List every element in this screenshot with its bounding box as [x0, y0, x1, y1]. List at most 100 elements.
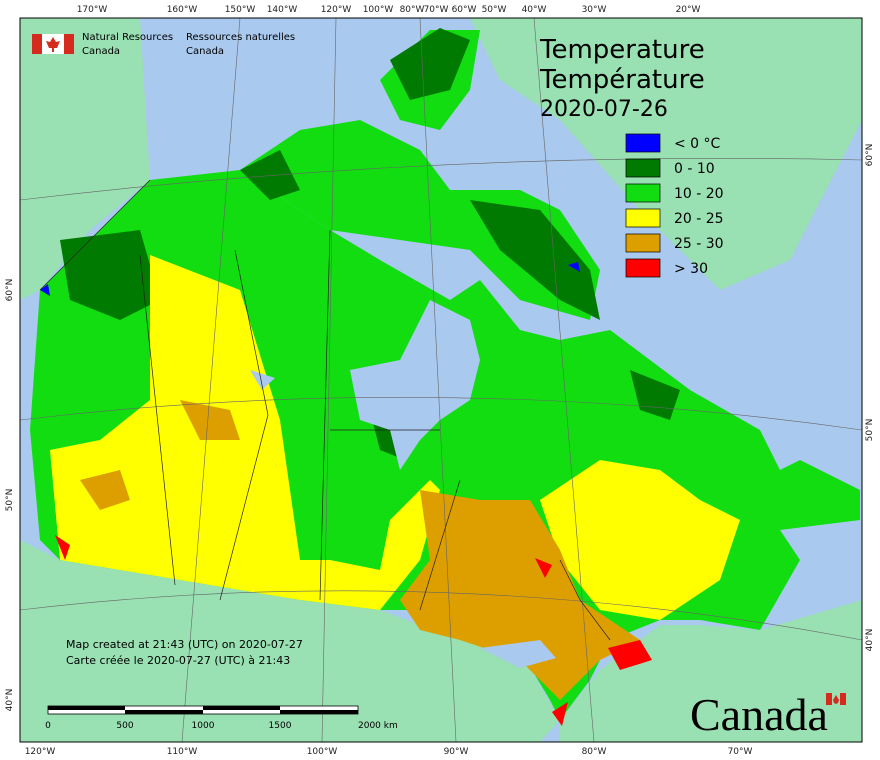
flag-bar: [32, 34, 42, 54]
lon-label: 150°W: [225, 5, 256, 15]
wordmark-text: Canada: [690, 689, 828, 740]
legend-swatch: [625, 158, 661, 178]
flag-bar: [64, 34, 74, 54]
warm-east: [540, 460, 740, 620]
temperature-regions: [30, 28, 860, 726]
scale-label: 1500: [269, 721, 292, 731]
legend-label: 10 - 20: [674, 186, 724, 202]
lon-label: 100°W: [363, 5, 394, 15]
freezing-yukon: [40, 284, 50, 296]
legend: < 0 °C 0 - 10 10 - 20 20 - 25 25 - 30 > 30: [625, 133, 724, 278]
lon-label: 120°W: [321, 5, 352, 15]
lat-label: 40°N: [865, 629, 875, 652]
lon-label: 110°W: [167, 747, 198, 757]
lon-label: 120°W: [25, 747, 56, 757]
org-fr: Canada: [186, 46, 224, 57]
graticule: [19, 17, 863, 743]
legend-label: > 30: [674, 261, 708, 277]
legend-swatch: [625, 233, 661, 253]
scale-seg: [203, 706, 280, 710]
cold-yukon: [60, 230, 160, 320]
lon-label: 50°W: [482, 5, 507, 15]
maple-leaf: [46, 37, 60, 52]
meridian: [181, 17, 241, 743]
lat-label: 60°N: [5, 279, 15, 302]
very-hot-spot: [535, 558, 552, 578]
legend-swatch: [625, 258, 661, 278]
lon-label: 80°W: [582, 747, 607, 757]
cold-island: [240, 150, 300, 200]
scale-seg: [125, 710, 203, 714]
scale-label: 2000 km: [358, 721, 398, 731]
lon-label: 160°W: [167, 5, 198, 15]
lon-label: 70°W: [424, 5, 449, 15]
lon-label: 90°W: [444, 747, 469, 757]
lon-label: 80°W: [400, 5, 425, 15]
alaska: [20, 18, 150, 300]
title-fr: Température: [539, 65, 705, 95]
lat-label: 50°N: [5, 489, 15, 512]
wm-leaf: [833, 695, 839, 704]
scale-bar: 0 500 1000 1500 2000 km: [45, 705, 398, 731]
legend-label: 0 - 10: [674, 161, 715, 177]
legend-swatch: [625, 208, 661, 228]
legend-label: < 0 °C: [674, 136, 721, 152]
hot-ontario: [400, 490, 640, 700]
legend-label: 20 - 25: [674, 211, 724, 227]
water: [250, 300, 556, 668]
scale-seg: [280, 710, 358, 714]
lon-label: 30°W: [582, 5, 607, 15]
hudson-bay: [350, 300, 480, 470]
other-land: [20, 18, 862, 742]
freezing-baffin: [568, 262, 580, 272]
header-logo: Natural Resources Canada Ressources natu…: [32, 32, 295, 57]
greenland: [470, 18, 862, 290]
title-en: Temperature: [539, 35, 705, 65]
legend-swatch: [625, 183, 661, 203]
legend-label: 25 - 30: [674, 236, 724, 252]
lon-label: 100°W: [307, 747, 338, 757]
scale-seg: [48, 706, 125, 710]
meridian: [419, 17, 457, 743]
meridian: [321, 17, 337, 743]
warm-west: [50, 255, 440, 610]
great-lake: [480, 640, 556, 668]
lon-label: 40°W: [522, 5, 547, 15]
org-fr: Ressources naturelles: [186, 32, 295, 43]
very-hot-bc: [55, 535, 70, 560]
meridian: [533, 17, 595, 743]
scale-label: 1000: [192, 721, 215, 731]
org-en: Canada: [82, 46, 120, 57]
parallel: [19, 158, 863, 201]
lon-label: 20°W: [676, 5, 701, 15]
wm-flag: [826, 693, 832, 705]
cold-north: [390, 28, 470, 100]
title-date: 2020-07-26: [540, 97, 668, 122]
very-hot-tip: [552, 702, 568, 726]
lon-label: 70°W: [728, 747, 753, 757]
parallel: [19, 396, 863, 431]
lat-label: 50°N: [865, 419, 875, 442]
wm-flag: [840, 693, 846, 705]
note: Map created at 21:43 (UTC) on 2020-07-27: [66, 638, 303, 651]
borders: [39, 179, 611, 641]
legend-swatch: [625, 133, 661, 153]
arctic-islands: [240, 120, 600, 320]
very-hot-south: [608, 640, 652, 670]
wordmark: Canada: [690, 689, 846, 740]
org-en: Natural Resources: [82, 32, 173, 43]
cold-labrador: [630, 370, 680, 420]
cold-baffin: [470, 200, 600, 320]
usa: [20, 540, 560, 742]
frame: [19, 17, 863, 743]
scale-label: 500: [116, 721, 133, 731]
lon-label: 140°W: [267, 5, 298, 15]
usa-east: [560, 600, 862, 742]
scale-label: 0: [45, 721, 51, 731]
lake: [250, 370, 275, 390]
lon-label: 60°W: [452, 5, 477, 15]
parallel: [19, 590, 863, 641]
note: Carte créée le 2020-07-27 (UTC) à 21:43: [66, 654, 290, 667]
hot-prairie: [180, 400, 240, 440]
